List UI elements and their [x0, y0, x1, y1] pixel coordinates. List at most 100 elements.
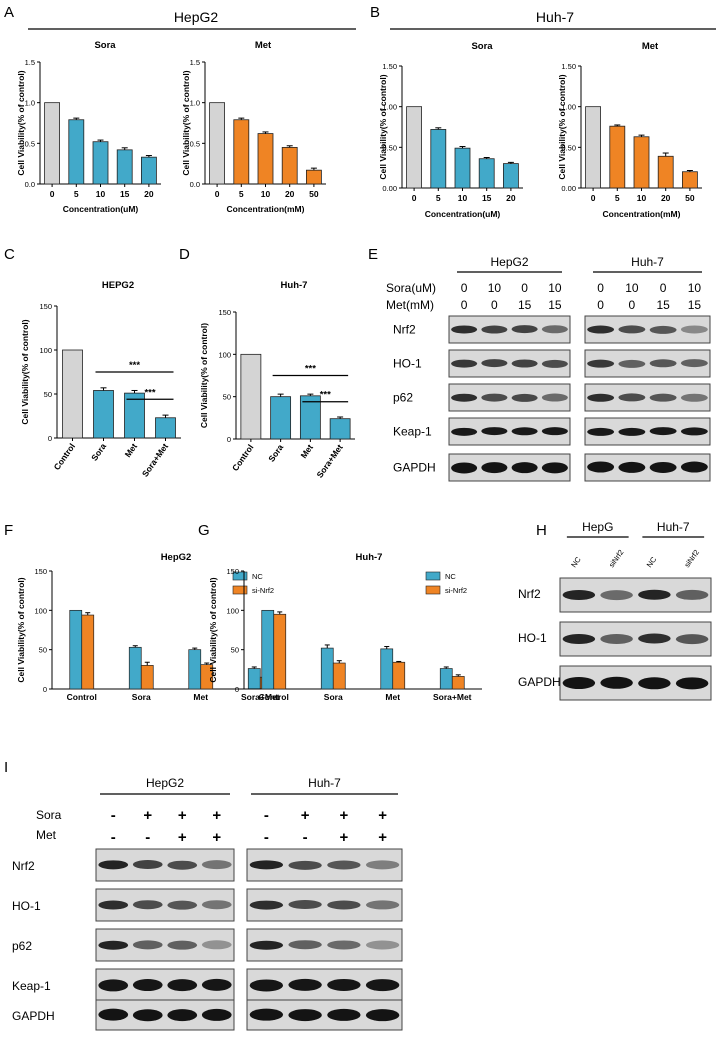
blot-band: [98, 940, 129, 950]
chart-A1: 0.0 0.5 1.0 1.5 Cell Viability(% of control)…: [16, 40, 161, 214]
chart-A2: 0.0 0.5 1.0 1.5 Cell Viability(% of control)…: [181, 40, 326, 214]
chart-title: Sora: [471, 41, 493, 52]
blot-band: [451, 325, 478, 334]
y-tick-label: 0.00: [382, 184, 397, 193]
met-dose: 15: [548, 298, 562, 312]
bar-NC-Sora: [128, 646, 142, 690]
x-tick-label: 5: [239, 189, 244, 199]
x-tick-label: 10: [261, 189, 271, 199]
blot-band: [511, 427, 538, 436]
chart-C: 0 50 100 150 Cell Viability(% of control) HEP…: [20, 280, 181, 479]
legend-label: NC: [445, 572, 456, 581]
bar-NC-Sora: [320, 647, 334, 690]
blot-row-label: GAPDH: [393, 461, 436, 475]
bar-0: [209, 102, 226, 185]
bar-5: [609, 125, 626, 189]
sora-dose: 0: [521, 281, 528, 295]
bar-10: [257, 133, 274, 185]
bar-5: [430, 129, 447, 189]
bar-5: [233, 119, 250, 185]
blot-band: [675, 677, 709, 690]
y-axis-label: Cell Viability(% of control): [16, 577, 26, 682]
blot-band: [541, 325, 568, 334]
blot-band: [249, 940, 284, 950]
panel-label-B: B: [370, 4, 380, 21]
met-sign: -: [145, 829, 150, 846]
blot-band: [649, 325, 677, 334]
y-tick-label: 100: [34, 606, 47, 615]
blot-band: [481, 393, 508, 402]
sora-row-label: Sora: [36, 808, 62, 822]
y-tick-label: 1.0: [190, 99, 200, 108]
blot-band: [618, 393, 646, 402]
y-tick-label: 0.50: [382, 143, 397, 152]
bar-NC-Sora+Met: [439, 668, 453, 690]
met-sign: -: [303, 829, 308, 846]
bar-20: [502, 163, 519, 189]
panel-label-D: D: [179, 246, 190, 263]
met-sign: +: [212, 829, 221, 846]
panel-label-G: G: [198, 522, 210, 539]
met-sign: +: [378, 829, 387, 846]
met-dose: 0: [461, 298, 468, 312]
x-tick-label: Sora+Met: [241, 692, 280, 702]
blot-row-label: Keap-1: [393, 425, 432, 439]
blot-band: [288, 940, 322, 950]
bar-10: [454, 147, 471, 189]
blot-band: [541, 359, 568, 368]
sora-sign: +: [178, 807, 187, 824]
x-tick-label: Control: [52, 441, 78, 471]
bar-NC-Met: [380, 648, 394, 690]
met-sign: +: [178, 829, 187, 846]
blot-band: [365, 900, 400, 910]
x-tick-label: 15: [120, 189, 130, 199]
chart-title: Met: [255, 40, 272, 51]
panel-label-I: I: [4, 759, 8, 776]
y-tick-label: 0.5: [25, 139, 35, 148]
bar-Sora: [93, 390, 114, 439]
blot-band: [167, 940, 198, 950]
blot-band: [541, 393, 568, 402]
y-tick-label: 100: [218, 350, 231, 359]
sora-row-label: Sora(uM): [386, 281, 436, 295]
x-tick-label: 10: [637, 193, 647, 203]
charts-layer: 0.0 0.5 1.0 1.5 Cell Viability(% of control)…: [16, 40, 702, 702]
blot-band: [675, 589, 709, 600]
blot-band: [618, 325, 646, 334]
blot-H: HepG Huh-7 NC siNrf2 NC siNrf2 Nrf2 HO-1 GAPDH: [518, 520, 712, 701]
significance-stars: ***: [305, 364, 316, 375]
blot-band: [201, 860, 232, 870]
blot-band: [201, 940, 232, 950]
y-tick-label: 0: [48, 434, 52, 443]
x-tick-label: 0: [50, 189, 55, 199]
blot-band: [98, 979, 129, 992]
lane-label: siNrf2: [682, 548, 701, 569]
panel-label-F: F: [4, 522, 13, 539]
blot-band: [327, 1008, 361, 1021]
legend-label: NC: [252, 572, 263, 581]
blot-row-label: GAPDH: [518, 675, 561, 689]
x-tick-label: 0: [591, 193, 596, 203]
blot-group-label: Huh-7: [631, 255, 664, 269]
blot-band: [327, 900, 361, 910]
blot-band: [167, 900, 198, 910]
bar-10: [92, 141, 109, 185]
x-tick-label: 5: [74, 189, 79, 199]
met-row-label: Met(mM): [386, 298, 434, 312]
x-tick-label: Control: [230, 442, 256, 472]
bar-si-Nrf2-Control: [81, 614, 95, 690]
y-tick-label: 0.0: [25, 180, 35, 189]
bar-si-Nrf2-Sora: [332, 662, 346, 690]
panel-B-cell-line: Huh-7: [536, 9, 574, 25]
sora-sign: +: [143, 807, 152, 824]
x-tick-label: 5: [615, 193, 620, 203]
blot-band: [587, 393, 615, 402]
bar-15: [478, 158, 495, 189]
blot-strip: [95, 928, 235, 962]
blot-band: [98, 900, 129, 910]
bar-0: [44, 102, 60, 185]
sora-sign: +: [378, 807, 387, 824]
blot-band: [675, 634, 709, 645]
blot-band: [288, 1009, 322, 1022]
panel-A-cell-line: HepG2: [174, 9, 219, 25]
